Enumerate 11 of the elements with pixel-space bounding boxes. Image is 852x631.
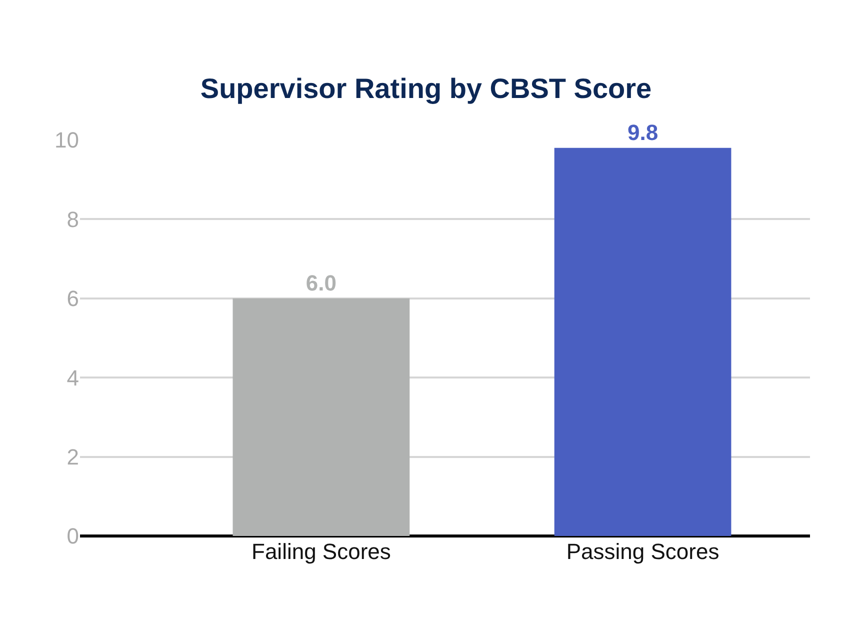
- x-tick-label: Passing Scores: [566, 539, 720, 564]
- y-tick-label: 8: [66, 206, 79, 232]
- x-tick-label: Failing Scores: [251, 539, 391, 564]
- y-tick-label: 2: [66, 444, 79, 470]
- y-tick-label: 10: [54, 128, 79, 153]
- data-label: 6.0: [306, 270, 336, 296]
- y-tick-label: 4: [66, 365, 79, 390]
- chart-title: Supervisor Rating by CBST Score: [200, 73, 652, 104]
- data-label: 9.8: [627, 120, 658, 145]
- y-tick-label: 0: [66, 524, 79, 549]
- y-tick-label: 6: [66, 286, 79, 312]
